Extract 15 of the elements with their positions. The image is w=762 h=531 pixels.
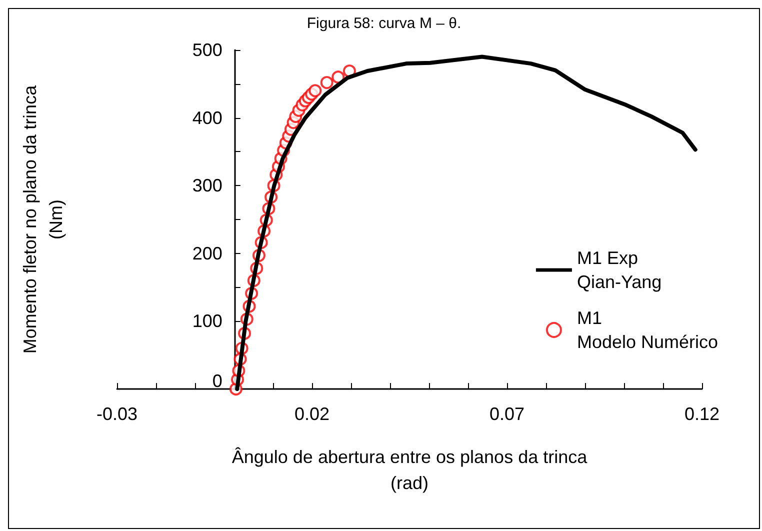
y-tick-label: 500	[192, 40, 222, 60]
y-axis-title: Momento fletor no plano da trinca (Nm)	[20, 84, 66, 354]
x-tick-label: 0.02	[294, 404, 330, 424]
x-tick-label: 0.12	[684, 404, 720, 424]
legend-label: M1 Exp Qian-Yang	[576, 248, 662, 292]
legend-label: M1 Modelo Numérico	[576, 308, 718, 352]
y-tick-label: 400	[192, 108, 222, 128]
y-tick-label: 200	[192, 243, 222, 264]
y-tick-label: 300	[192, 176, 222, 196]
x-tick-label: -0.03	[96, 404, 138, 424]
y-tick-label: 100	[192, 311, 222, 332]
x-axis-title: Ângulo de abertura entre os planos da trinca (rad)	[232, 447, 588, 493]
y-tick-label: 0	[212, 371, 222, 391]
x-tick-label: 0.07	[489, 404, 525, 424]
chart-title: Figura 58: curva M – θ.	[306, 15, 462, 32]
